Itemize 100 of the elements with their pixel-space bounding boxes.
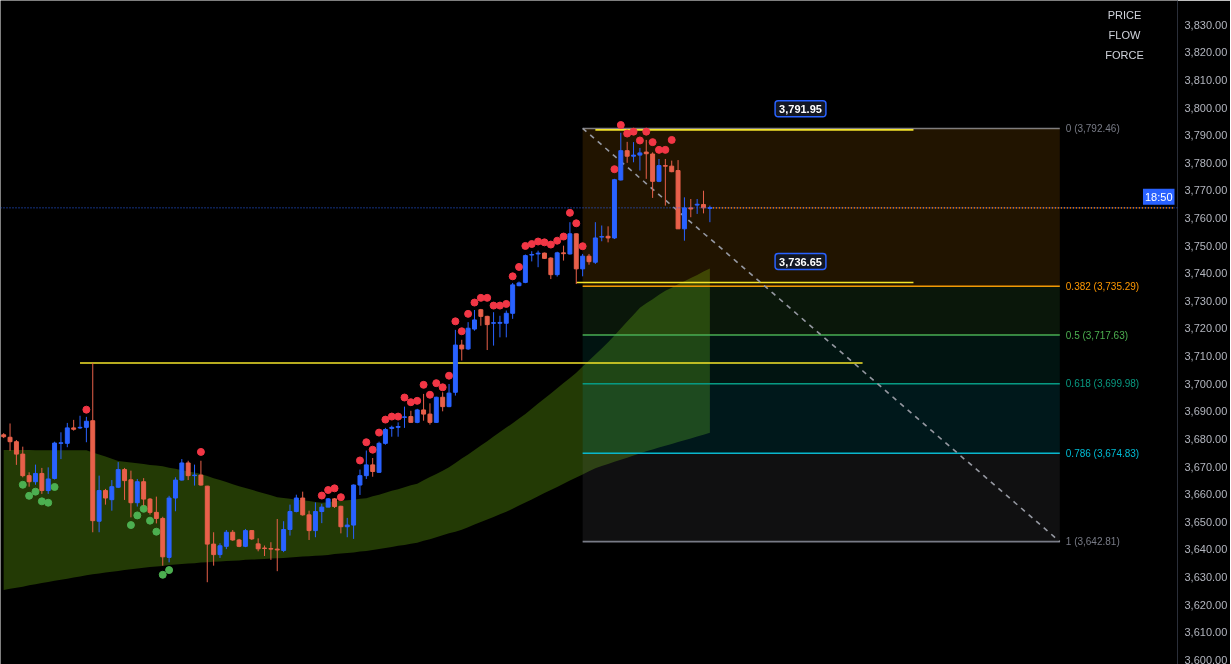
point [534, 237, 543, 246]
y-tick-label: 3,800.00 [1184, 101, 1228, 114]
point [654, 145, 663, 154]
point [336, 493, 345, 502]
candlestick [198, 460, 204, 487]
annotation: 18:50 [1144, 190, 1173, 203]
series-label: 0 (3,792.46) [1065, 122, 1120, 134]
point [470, 298, 479, 307]
candlestick [370, 457, 376, 478]
candlestick [701, 190, 706, 214]
y-tick-label: 3,780.00 [1184, 156, 1228, 169]
point [25, 491, 34, 500]
point [483, 293, 492, 302]
point [400, 393, 409, 402]
candlestick [440, 391, 446, 412]
point [565, 208, 574, 217]
point [158, 570, 167, 579]
y-tick-label: 3,730.00 [1184, 294, 1228, 307]
point [451, 317, 460, 326]
point [635, 136, 644, 145]
candlestick [395, 421, 401, 438]
point [457, 327, 466, 336]
point [196, 447, 205, 456]
candlestick [535, 250, 541, 268]
candlestick [64, 422, 70, 448]
y-tick-label: 3,660.00 [1184, 488, 1228, 501]
point [406, 398, 415, 407]
point [133, 511, 142, 520]
candlestick [115, 461, 121, 489]
point [432, 379, 441, 388]
point [661, 145, 670, 154]
point [540, 238, 549, 247]
point [464, 309, 473, 318]
annotation: 3,736.65 [779, 255, 822, 268]
candlestick [554, 251, 560, 278]
point [362, 438, 371, 447]
candlestick [586, 253, 592, 266]
candlestick [580, 253, 586, 277]
point [324, 486, 333, 494]
point [610, 165, 619, 174]
point [44, 498, 53, 507]
point [126, 521, 135, 530]
point [508, 272, 517, 281]
point [82, 405, 91, 414]
annotation: FLOW [1108, 28, 1142, 41]
candlestick [274, 518, 280, 572]
point [578, 242, 587, 251]
candlestick [688, 198, 694, 218]
y-tick-label: 3,700.00 [1184, 377, 1228, 390]
candlestick [484, 315, 490, 351]
y-tick-label: 3,610.00 [1184, 626, 1228, 639]
line-series [581, 127, 1061, 543]
point [146, 516, 155, 525]
candlestick [33, 464, 38, 486]
y-tick-label: 3,790.00 [1184, 129, 1228, 142]
point [139, 504, 148, 513]
candlestick [363, 450, 369, 480]
point [368, 445, 377, 454]
y-tick-label: 3,680.00 [1184, 432, 1228, 445]
point [413, 396, 422, 405]
point [616, 121, 625, 130]
y-tick-label: 3,820.00 [1184, 46, 1228, 59]
point [476, 293, 485, 302]
y-tick-label: 3,620.00 [1184, 598, 1228, 611]
point [648, 138, 657, 147]
y-tick-label: 3,770.00 [1184, 184, 1228, 197]
point [355, 456, 364, 465]
candlestick [402, 406, 407, 429]
y-tick-label: 3,760.00 [1184, 212, 1228, 225]
point [553, 236, 562, 245]
point [642, 127, 651, 136]
point [37, 497, 46, 506]
y-tick-label: 3,690.00 [1184, 405, 1228, 418]
y-tick-label: 3,810.00 [1184, 74, 1228, 87]
point [381, 415, 390, 424]
y-tick-label: 3,750.00 [1184, 239, 1228, 252]
point [623, 129, 632, 138]
point [527, 240, 536, 249]
candlestick [567, 221, 573, 255]
point [546, 240, 555, 249]
y-tick-label: 3,740.00 [1184, 267, 1228, 280]
point [489, 301, 498, 310]
candlestick [624, 141, 630, 164]
candlestick [39, 467, 45, 495]
point [438, 383, 447, 392]
candlestick [45, 466, 51, 495]
point [559, 232, 568, 241]
point [387, 412, 396, 421]
y-tick-label: 3,710.00 [1184, 350, 1228, 363]
point [31, 487, 40, 496]
series-label: 0.618 (3,699.98) [1065, 378, 1140, 390]
candlestick [185, 460, 191, 481]
point [629, 127, 638, 136]
point [50, 482, 59, 491]
point [515, 262, 524, 271]
candlestick [459, 339, 465, 362]
point [445, 371, 454, 380]
y-tick-label: 3,720.00 [1184, 322, 1228, 335]
point [572, 219, 581, 228]
point [330, 484, 339, 493]
